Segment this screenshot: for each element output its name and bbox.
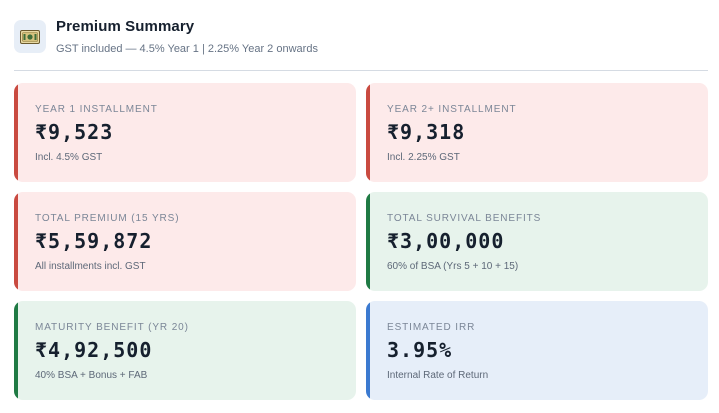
card-accent-bar <box>366 83 370 182</box>
card-accent-bar <box>14 83 18 182</box>
card-note: All installments incl. GST <box>35 261 146 272</box>
card-label: YEAR 2+ INSTALLMENT <box>387 104 517 115</box>
card-note: 40% BSA + Bonus + FAB <box>35 370 148 381</box>
card-note: Internal Rate of Return <box>387 370 489 381</box>
year2-installment-card: YEAR 2+ INSTALLMENT ₹9,318 Incl. 2.25% G… <box>366 83 708 182</box>
card-accent-bar <box>14 301 18 400</box>
card-note: Incl. 2.25% GST <box>387 152 460 163</box>
card-label: TOTAL SURVIVAL BENEFITS <box>387 213 542 224</box>
banknote-icon <box>14 20 46 53</box>
card-value: ₹9,523 <box>35 120 114 144</box>
page-title: Premium Summary <box>56 18 195 35</box>
card-accent-bar <box>366 301 370 400</box>
card-label: ESTIMATED IRR <box>387 322 476 333</box>
card-label: YEAR 1 INSTALLMENT <box>35 104 158 115</box>
total-premium-card: TOTAL PREMIUM (15 YRS) ₹5,59,872 All ins… <box>14 192 356 291</box>
survival-benefits-card: TOTAL SURVIVAL BENEFITS ₹3,00,000 60% of… <box>366 192 708 291</box>
card-value: 3.95% <box>387 338 453 362</box>
card-label: MATURITY BENEFIT (YR 20) <box>35 322 189 333</box>
estimated-irr-card: ESTIMATED IRR 3.95% Internal Rate of Ret… <box>366 301 708 400</box>
card-value: ₹5,59,872 <box>35 229 153 253</box>
card-value: ₹9,318 <box>387 120 466 144</box>
premium-summary-header: Premium Summary GST included — 4.5% Year… <box>14 17 708 71</box>
year1-installment-card: YEAR 1 INSTALLMENT ₹9,523 Incl. 4.5% GST <box>14 83 356 182</box>
card-value: ₹3,00,000 <box>387 229 505 253</box>
page-subtitle: GST included — 4.5% Year 1 | 2.25% Year … <box>56 43 318 55</box>
card-note: Incl. 4.5% GST <box>35 152 103 163</box>
card-accent-bar <box>14 192 18 291</box>
maturity-benefit-card: MATURITY BENEFIT (YR 20) ₹4,92,500 40% B… <box>14 301 356 400</box>
card-label: TOTAL PREMIUM (15 YRS) <box>35 213 180 224</box>
card-value: ₹4,92,500 <box>35 338 153 362</box>
card-accent-bar <box>366 192 370 291</box>
card-note: 60% of BSA (Yrs 5 + 10 + 15) <box>387 261 519 272</box>
